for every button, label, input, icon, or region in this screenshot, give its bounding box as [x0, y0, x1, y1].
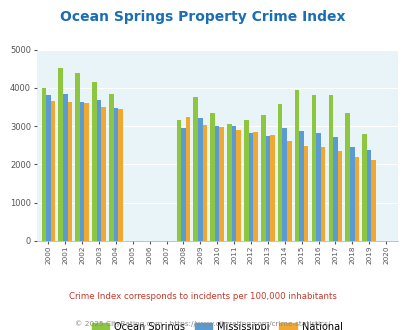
Text: © 2025 CityRating.com - https://www.cityrating.com/crime-statistics/: © 2025 CityRating.com - https://www.city… [75, 320, 330, 327]
Bar [253, 132, 257, 241]
Bar [328, 95, 333, 241]
Bar [345, 114, 349, 241]
Bar [298, 131, 303, 241]
Bar [311, 95, 315, 241]
Bar [214, 126, 219, 241]
Bar [41, 88, 46, 241]
Bar [118, 109, 122, 241]
Bar [92, 82, 96, 241]
Bar [176, 120, 181, 241]
Bar [84, 104, 89, 241]
Bar [286, 141, 291, 241]
Bar [260, 115, 265, 241]
Bar [361, 135, 366, 241]
Bar [193, 97, 198, 241]
Bar [227, 124, 231, 241]
Bar [320, 147, 324, 241]
Bar [185, 117, 190, 241]
Bar [282, 128, 286, 241]
Bar [337, 151, 341, 241]
Bar [333, 137, 337, 241]
Bar [202, 125, 207, 241]
Bar [231, 126, 236, 241]
Bar [294, 90, 298, 241]
Bar [181, 128, 185, 241]
Bar [210, 113, 214, 241]
Bar [366, 150, 371, 241]
Bar [51, 101, 55, 241]
Bar [243, 120, 248, 241]
Bar [265, 136, 269, 241]
Bar [219, 127, 224, 241]
Bar [46, 95, 51, 241]
Bar [58, 68, 63, 241]
Bar [109, 93, 113, 241]
Legend: Ocean Springs, Mississippi, National: Ocean Springs, Mississippi, National [87, 318, 346, 330]
Bar [354, 157, 358, 241]
Bar [236, 129, 240, 241]
Bar [315, 133, 320, 241]
Bar [248, 133, 253, 241]
Bar [371, 160, 375, 241]
Bar [198, 118, 202, 241]
Text: Crime Index corresponds to incidents per 100,000 inhabitants: Crime Index corresponds to incidents per… [69, 292, 336, 301]
Bar [75, 73, 80, 241]
Bar [101, 107, 106, 241]
Text: Ocean Springs Property Crime Index: Ocean Springs Property Crime Index [60, 10, 345, 24]
Bar [277, 104, 282, 241]
Bar [63, 93, 67, 241]
Bar [113, 108, 118, 241]
Bar [67, 102, 72, 241]
Bar [269, 135, 274, 241]
Bar [303, 146, 308, 241]
Bar [80, 102, 84, 241]
Bar [96, 100, 101, 241]
Bar [349, 148, 354, 241]
